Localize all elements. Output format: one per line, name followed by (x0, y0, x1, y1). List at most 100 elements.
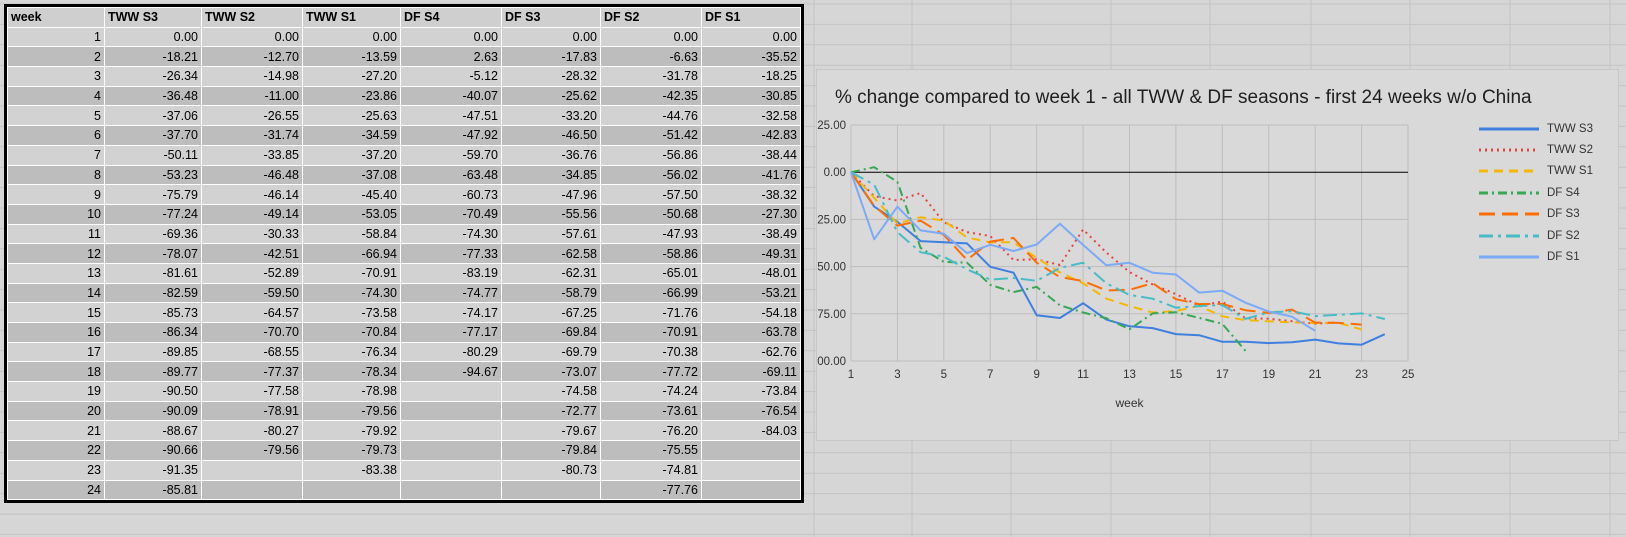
table-cell[interactable]: -73.61 (600, 400, 702, 422)
table-cell[interactable]: -73.84 (701, 381, 801, 402)
table-cell[interactable]: -30.33 (201, 223, 303, 245)
table-cell[interactable]: -48.01 (701, 262, 801, 284)
table-cell[interactable]: -56.02 (600, 164, 702, 186)
table-cell[interactable]: -69.11 (701, 361, 801, 383)
column-header[interactable]: TWW S1 (302, 7, 401, 28)
table-cell[interactable]: -66.99 (600, 282, 702, 304)
week-cell[interactable]: 19 (7, 381, 105, 402)
table-cell[interactable]: -89.77 (104, 361, 202, 383)
week-cell[interactable]: 6 (7, 125, 105, 146)
table-cell[interactable]: -50.68 (600, 203, 702, 225)
table-cell[interactable] (400, 459, 502, 481)
table-cell[interactable]: 2.63 (400, 46, 502, 68)
legend-item[interactable]: TWW S3 (1479, 118, 1593, 139)
week-cell[interactable]: 14 (7, 282, 105, 304)
table-cell[interactable]: -33.20 (501, 105, 601, 127)
table-cell[interactable]: -69.36 (104, 223, 202, 245)
table-cell[interactable]: -77.72 (600, 361, 702, 383)
table-cell[interactable]: -72.77 (501, 400, 601, 422)
table-cell[interactable]: -74.17 (400, 302, 502, 323)
week-cell[interactable]: 20 (7, 400, 105, 422)
table-cell[interactable]: -49.31 (701, 243, 801, 264)
table-cell[interactable] (201, 479, 303, 501)
table-cell[interactable]: -60.73 (400, 184, 502, 205)
table-cell[interactable]: -74.30 (400, 223, 502, 245)
table-cell[interactable]: 0.00 (400, 26, 502, 48)
table-cell[interactable]: -76.54 (701, 400, 801, 422)
table-cell[interactable]: -77.76 (600, 479, 702, 501)
table-cell[interactable]: -77.33 (400, 243, 502, 264)
table-cell[interactable]: -73.07 (501, 361, 601, 383)
table-cell[interactable]: -71.76 (600, 302, 702, 323)
table-cell[interactable]: -47.92 (400, 125, 502, 146)
table-cell[interactable]: -83.38 (302, 459, 401, 481)
legend-item[interactable]: DF S2 (1479, 225, 1593, 246)
table-cell[interactable]: -74.30 (302, 282, 401, 304)
table-cell[interactable]: -6.63 (600, 46, 702, 68)
table-cell[interactable]: -89.85 (104, 341, 202, 363)
table-cell[interactable]: -85.73 (104, 302, 202, 323)
table-cell[interactable]: -59.50 (201, 282, 303, 304)
table-cell[interactable]: -74.58 (501, 381, 601, 402)
table-cell[interactable]: -74.77 (400, 282, 502, 304)
table-cell[interactable]: -63.78 (701, 322, 801, 343)
table-cell[interactable] (701, 440, 801, 461)
table-cell[interactable]: 0.00 (600, 26, 702, 48)
column-header[interactable]: DF S3 (501, 7, 601, 28)
legend-item[interactable]: TWW S1 (1479, 161, 1593, 182)
table-cell[interactable]: -31.74 (201, 125, 303, 146)
table-cell[interactable]: -82.59 (104, 282, 202, 304)
table-cell[interactable]: -33.85 (201, 144, 303, 166)
table-cell[interactable]: -13.59 (302, 46, 401, 68)
table-cell[interactable]: -30.85 (701, 85, 801, 107)
week-cell[interactable]: 2 (7, 46, 105, 68)
table-cell[interactable]: -64.57 (201, 302, 303, 323)
column-header[interactable]: DF S1 (701, 7, 801, 28)
week-cell[interactable]: 10 (7, 203, 105, 225)
table-cell[interactable]: -46.14 (201, 184, 303, 205)
table-cell[interactable]: -38.44 (701, 144, 801, 166)
series-line-df-s3[interactable] (850, 171, 1362, 326)
table-cell[interactable]: -79.67 (501, 420, 601, 442)
table-cell[interactable]: -44.76 (600, 105, 702, 127)
table-cell[interactable]: -28.32 (501, 66, 601, 87)
table-cell[interactable]: -86.34 (104, 322, 202, 343)
table-cell[interactable]: -85.81 (104, 479, 202, 501)
table-cell[interactable]: -57.50 (600, 184, 702, 205)
table-cell[interactable]: -58.86 (600, 243, 702, 264)
table-cell[interactable]: -18.25 (701, 66, 801, 87)
table-cell[interactable]: -36.76 (501, 144, 601, 166)
table-cell[interactable]: -32.58 (701, 105, 801, 127)
table-cell[interactable]: -77.58 (201, 381, 303, 402)
table-cell[interactable]: -75.55 (600, 440, 702, 461)
table-cell[interactable]: -50.11 (104, 144, 202, 166)
column-header[interactable]: DF S2 (600, 7, 702, 28)
table-cell[interactable]: -90.50 (104, 381, 202, 402)
table-cell[interactable]: -90.66 (104, 440, 202, 461)
week-cell[interactable]: 22 (7, 440, 105, 461)
table-cell[interactable]: -79.92 (302, 420, 401, 442)
table-cell[interactable]: -52.89 (201, 262, 303, 284)
table-cell[interactable]: -75.79 (104, 184, 202, 205)
table-cell[interactable]: -81.61 (104, 262, 202, 284)
table-cell[interactable]: -49.14 (201, 203, 303, 225)
column-header[interactable]: DF S4 (400, 7, 502, 28)
table-cell[interactable]: 0.00 (104, 26, 202, 48)
table-cell[interactable]: -17.83 (501, 46, 601, 68)
table-cell[interactable]: -57.61 (501, 223, 601, 245)
table-cell[interactable] (501, 479, 601, 501)
table-cell[interactable] (201, 459, 303, 481)
table-cell[interactable]: -67.25 (501, 302, 601, 323)
table-cell[interactable]: -90.09 (104, 400, 202, 422)
week-cell[interactable]: 4 (7, 85, 105, 107)
table-cell[interactable]: -27.20 (302, 66, 401, 87)
table-cell[interactable]: -41.76 (701, 164, 801, 186)
table-cell[interactable] (302, 479, 401, 501)
table-cell[interactable]: -26.55 (201, 105, 303, 127)
table-cell[interactable]: -14.98 (201, 66, 303, 87)
table-cell[interactable]: -80.73 (501, 459, 601, 481)
table-cell[interactable]: -76.34 (302, 341, 401, 363)
table-cell[interactable]: -47.51 (400, 105, 502, 127)
table-cell[interactable]: -68.55 (201, 341, 303, 363)
table-cell[interactable]: -47.96 (501, 184, 601, 205)
